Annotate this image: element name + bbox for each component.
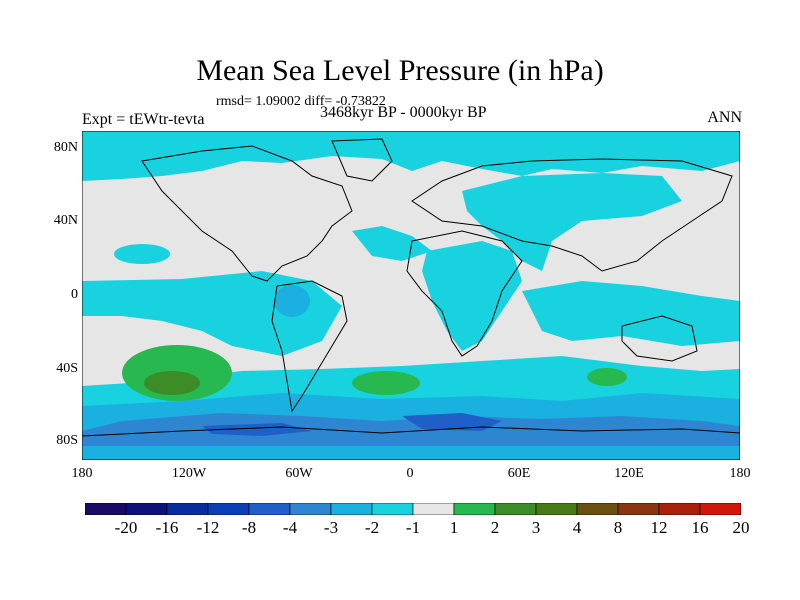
colorbar-label: -3	[323, 518, 339, 537]
colorbar	[85, 503, 741, 515]
lat-label-40s: 40S	[56, 361, 78, 376]
colorbar-swatch	[535, 503, 578, 515]
south-america-blue-blob	[274, 285, 310, 317]
lat-label-40n: 40N	[53, 213, 78, 228]
colorbar-label: -12	[196, 518, 220, 537]
colorbar-swatch	[85, 503, 127, 515]
south-atlantic-green-blob	[352, 371, 420, 395]
colorbar-label: -16	[155, 518, 179, 537]
colorbar-label: -8	[241, 518, 257, 537]
period-label: 3468kyr BP - 0000kyr BP	[320, 104, 487, 121]
colorbar-swatch	[699, 503, 741, 515]
colorbar-swatch	[412, 503, 455, 515]
south-pacific-darkgreen-core	[144, 371, 200, 395]
lon-label-180e: 180	[729, 466, 751, 481]
southern-darkblue-patch	[402, 413, 502, 431]
colorbar-swatch	[617, 503, 660, 515]
eurasia-cyan-region	[462, 173, 682, 271]
colorbar-label: 4	[572, 518, 582, 537]
stats-text: rmsd= 1.09002 diff= -0.73822	[216, 94, 386, 109]
pressure-map	[82, 131, 740, 460]
colorbar-label: -2	[364, 518, 380, 537]
lat-label-80s: 80S	[56, 433, 78, 448]
indian-ocean-green-blob	[587, 368, 627, 386]
colorbar-swatch	[494, 503, 537, 515]
lat-label-80n: 80N	[53, 140, 78, 155]
lon-label-0: 0	[406, 466, 414, 481]
colorbar-label: -4	[282, 518, 298, 537]
colorbar-label: 20	[732, 518, 750, 537]
eurasia-coast	[411, 158, 733, 272]
colorbar-swatch	[289, 503, 332, 515]
colorbar-swatch	[658, 503, 701, 515]
season-label: ANN	[707, 109, 742, 126]
plot-title: Mean Sea Level Pressure (in hPa)	[196, 54, 604, 87]
southern-darkblue-patch-2	[202, 423, 312, 436]
lon-label-120w: 120W	[171, 466, 207, 481]
lon-label-60e: 60E	[507, 466, 531, 481]
africa-cyan-region	[422, 241, 522, 351]
south-america-coast	[271, 280, 348, 413]
indopacific-cyan-band	[522, 281, 740, 346]
lon-label-180w: 180	[71, 466, 93, 481]
colorbar-label: 8	[613, 518, 623, 537]
australia-coast	[621, 315, 698, 362]
colorbar-swatch	[248, 503, 291, 515]
southern-midblue-band	[82, 413, 740, 446]
experiment-label: Expt = tEWtr-tevta	[82, 111, 205, 128]
africa-coast	[406, 230, 523, 357]
atlantic-cyan-region	[352, 226, 432, 261]
colorbar-swatch	[166, 503, 209, 515]
lat-label-0: 0	[71, 287, 78, 302]
lon-label-120e: 120E	[614, 466, 644, 481]
colorbar-swatch	[453, 503, 496, 515]
pacific-cyan-blob	[114, 244, 170, 264]
colorbar-swatch	[576, 503, 619, 515]
north-america-coast	[141, 145, 353, 282]
colorbar-label: 1	[449, 518, 459, 537]
colorbar-label: 12	[650, 518, 668, 537]
colorbar-swatch	[371, 503, 414, 515]
colorbar-label: -20	[114, 518, 138, 537]
colorbar-label: -1	[405, 518, 421, 537]
lon-label-60w: 60W	[285, 466, 313, 481]
colorbar-label: 3	[531, 518, 541, 537]
colorbar-swatch	[125, 503, 168, 515]
coastlines	[82, 138, 740, 437]
antarctica-coast	[82, 426, 740, 437]
arctic-cyan-region	[82, 131, 740, 181]
greenland-coast	[331, 138, 393, 182]
colorbar-swatch	[207, 503, 250, 515]
colorbar-label: 2	[490, 518, 500, 537]
colorbar-label: 16	[691, 518, 709, 537]
colorbar-swatch	[330, 503, 373, 515]
